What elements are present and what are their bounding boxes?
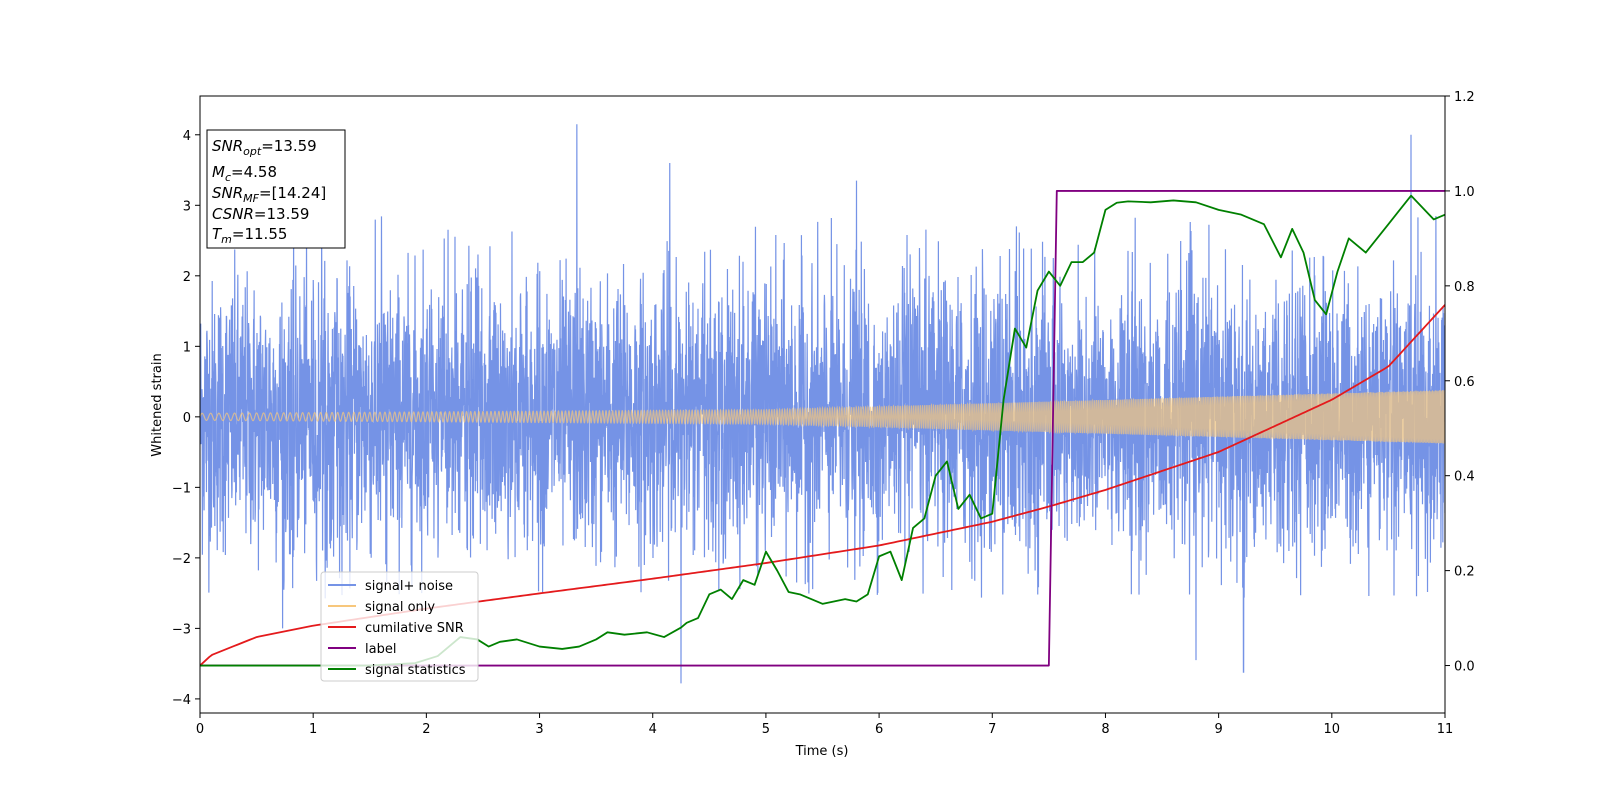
y-right-tick-label: 0.0	[1454, 660, 1475, 675]
y-tick-label: −2	[172, 552, 191, 567]
y-right-tick-label: 0.4	[1454, 470, 1475, 485]
annotation-line-snr-opt: SNRopt=13.59	[212, 137, 317, 158]
y-axis-left: −4 −3 −2 −1 0 1 2 3 4	[172, 129, 200, 708]
y-tick-label: −1	[172, 481, 191, 496]
x-tick-label: 4	[649, 722, 657, 737]
y-right-tick-label: 1.0	[1454, 185, 1475, 200]
annotation-line-tm: Tm=11.55	[212, 225, 287, 246]
x-tick-label: 1	[309, 722, 317, 737]
plot-frame	[199, 95, 1446, 714]
series-signal-only	[200, 389, 1445, 444]
legend: signal+ noise signal only cumilative SNR…	[320, 571, 479, 682]
annotation-line-snr-mf: SNRMF=[14.24]	[212, 184, 326, 205]
x-axis-label: Time (s)	[795, 744, 849, 759]
legend-label-signal-only: signal only	[365, 600, 435, 615]
y-right-tick-label: 0.2	[1454, 565, 1475, 580]
x-tick-label: 2	[422, 722, 430, 737]
annotation-line-csnr: CSNR=13.59	[212, 205, 309, 223]
series-label	[200, 190, 1445, 667]
x-tick-label: 7	[988, 722, 996, 737]
legend-label-cumilative-snr: cumilative SNR	[365, 621, 464, 636]
annotation-box: SNRopt=13.59 Mc=4.58 SNRMF=[14.24] CSNR=…	[206, 129, 346, 249]
x-tick-label: 10	[1324, 722, 1341, 737]
x-tick-label: 3	[535, 722, 543, 737]
series-signal-statistics	[200, 194, 1445, 667]
y-right-tick-label: 0.8	[1454, 280, 1475, 295]
y-right-tick-label: 0.6	[1454, 375, 1475, 390]
x-tick-label: 8	[1101, 722, 1109, 737]
y-tick-label: 0	[183, 411, 191, 426]
annotation-line-mc: Mc=4.58	[212, 163, 277, 184]
y-tick-label: 2	[183, 270, 191, 285]
y-axis-label: Whitened strain	[150, 353, 165, 456]
x-tick-label: 0	[196, 722, 204, 737]
legend-label-label: label	[365, 642, 396, 657]
x-tick-label: 11	[1437, 722, 1454, 737]
y-tick-label: −3	[172, 622, 191, 637]
x-tick-label: 6	[875, 722, 883, 737]
x-tick-label: 5	[762, 722, 770, 737]
x-tick-label: 9	[1214, 722, 1222, 737]
y-tick-label: 3	[183, 199, 191, 214]
legend-label-signal-noise: signal+ noise	[365, 579, 453, 594]
x-axis: 0 1 2 3 4 5 6 7 8 9 10 11	[196, 713, 1453, 737]
legend-box	[320, 571, 479, 682]
y-tick-label: 4	[183, 129, 191, 144]
legend-label-signal-statistics: signal statistics	[365, 663, 466, 678]
y-axis-right: 0.0 0.2 0.4 0.6 0.8 1.0 1.2	[1445, 90, 1475, 675]
y-right-tick-label: 1.2	[1454, 90, 1475, 105]
y-tick-label: 1	[183, 340, 191, 355]
y-tick-label: −4	[172, 693, 191, 708]
